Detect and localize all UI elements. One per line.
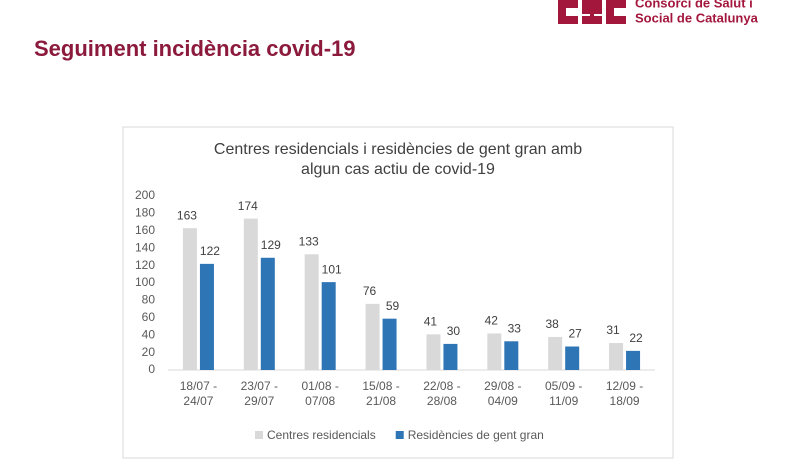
bar (365, 303, 380, 370)
value-label: 33 (508, 321, 522, 335)
y-tick-label: 60 (142, 310, 156, 324)
x-tick-label: 22/08 - 28/08 (423, 379, 461, 408)
value-label: 31 (606, 323, 620, 337)
bar (504, 341, 519, 370)
bar (243, 218, 258, 370)
y-tick-label: 200 (135, 188, 155, 202)
chart-title: Centres residencials i residències de ge… (214, 141, 582, 158)
bar (548, 336, 563, 370)
y-tick-label: 100 (135, 275, 155, 289)
x-tick-label: 23/07 - 29/07 (240, 379, 278, 408)
value-label: 133 (299, 234, 319, 248)
bar (304, 254, 319, 370)
bar (565, 346, 580, 370)
legend-label: Centres residencials (267, 428, 376, 442)
value-label: 22 (629, 331, 643, 345)
x-tick-label: 05/09 - 11/09 (545, 379, 583, 408)
x-tick-label: 01/08 - 07/08 (301, 379, 339, 408)
bar (443, 343, 458, 370)
y-tick-label: 20 (142, 345, 156, 359)
logo-text: Consorci de Salut i (635, 0, 753, 10)
value-label: 174 (238, 199, 258, 213)
y-tick-label: 120 (135, 258, 155, 272)
value-label: 163 (177, 208, 197, 222)
y-tick-label: 80 (142, 293, 156, 307)
bar (626, 350, 641, 370)
slide-title: Seguiment incidència covid-19 (34, 36, 356, 61)
value-label: 122 (200, 244, 220, 258)
value-label: 129 (261, 238, 281, 252)
bar (382, 318, 397, 370)
value-label: 76 (363, 284, 377, 298)
value-label: 27 (569, 327, 583, 341)
x-tick-label: 15/08 - 21/08 (362, 379, 400, 408)
x-tick-label: 29/08 - 04/09 (484, 379, 522, 408)
value-label: 59 (386, 299, 400, 313)
value-label: 41 (424, 315, 438, 329)
bar (426, 334, 441, 370)
value-label: 38 (546, 317, 560, 331)
value-label: 30 (447, 324, 461, 338)
y-tick-label: 180 (135, 206, 155, 220)
x-tick-label: 18/07 - 24/07 (179, 379, 218, 408)
y-tick-label: 140 (135, 240, 155, 254)
legend-label: Residències de gent gran (408, 428, 544, 442)
bar (609, 343, 624, 370)
bar (182, 228, 197, 370)
legend-swatch (395, 431, 404, 439)
bar (260, 257, 275, 370)
value-label: 101 (322, 262, 342, 276)
x-tick-label: 12/09 - 18/09 (605, 379, 644, 408)
legend-swatch (255, 431, 263, 439)
chart-frame (122, 126, 674, 459)
y-tick-label: 40 (142, 327, 156, 341)
value-label: 42 (485, 314, 499, 328)
logo-text: Social de Catalunya (635, 10, 759, 25)
bar (199, 263, 214, 370)
bar (321, 282, 336, 370)
y-tick-label: 160 (135, 223, 155, 237)
bar (487, 333, 502, 370)
y-tick-label: 0 (148, 362, 155, 376)
chart-title: algun cas actiu de covid-19 (301, 161, 495, 178)
logo-mark (558, 0, 626, 24)
